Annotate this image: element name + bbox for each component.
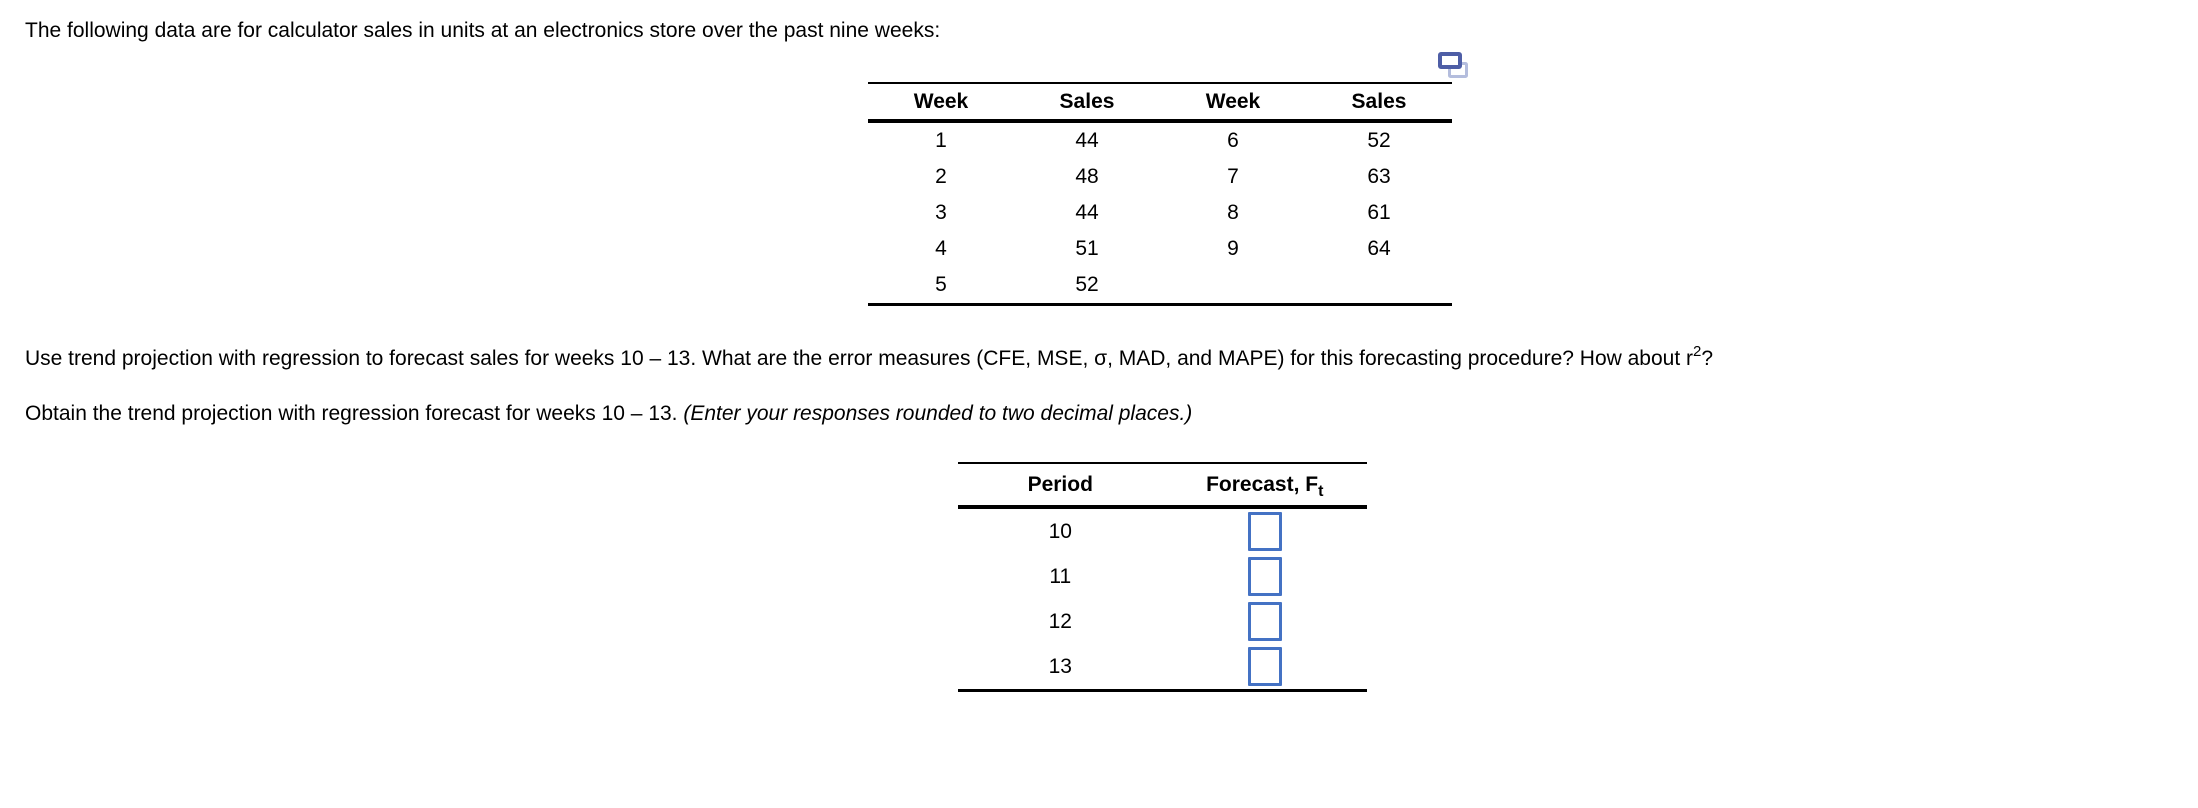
forecast-input-period-11[interactable]: [1247, 557, 1282, 596]
sales-cell: 61: [1367, 201, 1391, 224]
forecast-row-period-12: 12: [958, 599, 1367, 644]
sales-cell: 44: [1075, 201, 1099, 224]
forecast-input-period-13[interactable]: [1247, 647, 1282, 686]
column-header-week-2: Week: [1205, 89, 1261, 113]
week-cell: 3: [935, 201, 947, 224]
question-line1-main: Use trend projection with regression to …: [25, 347, 1694, 370]
forecast-answer-table: Period Forecast, Ft 10 11 12 13: [958, 462, 1367, 692]
week-cell: 5: [935, 273, 947, 296]
copy-popout-icon[interactable]: [1438, 52, 1468, 78]
period-cell: 11: [1049, 564, 1072, 588]
table-row: 2 48 7 63: [868, 159, 1452, 195]
period-cell: 13: [1048, 654, 1072, 678]
table-row: 4 51 9 64: [868, 231, 1452, 267]
week-cell: 2: [935, 165, 947, 188]
column-header-sales-2: Sales: [1351, 89, 1407, 113]
sales-cell: 64: [1367, 237, 1391, 260]
sales-cell: 48: [1075, 165, 1099, 188]
question-line1-end: ?: [1701, 347, 1714, 370]
forecast-header-subscript: t: [1318, 482, 1324, 500]
column-header-forecast: Forecast, Ft: [1163, 472, 1368, 500]
forecast-input-period-12[interactable]: [1247, 602, 1282, 641]
table-row: 5 52: [868, 267, 1452, 303]
period-cell: 12: [1048, 609, 1072, 633]
week-cell: 1: [935, 129, 947, 152]
sales-table-header-row: Week Sales Week Sales: [868, 84, 1452, 123]
week-cell: 6: [1227, 129, 1239, 152]
table-row: 1 44 6 52: [868, 123, 1452, 159]
forecast-row-period-10: 10: [958, 509, 1367, 554]
instruction-normal-text: Obtain the trend projection with regress…: [25, 402, 684, 425]
instruction-text-line2: Obtain the trend projection with regress…: [25, 402, 1192, 426]
column-header-period: Period: [1027, 472, 1093, 496]
sales-cell: 44: [1075, 129, 1099, 152]
forecast-header-base: Forecast, F: [1206, 472, 1319, 496]
sales-cell: 63: [1367, 165, 1391, 188]
intro-text: The following data are for calculator sa…: [25, 19, 941, 42]
sales-cell: 52: [1367, 129, 1391, 152]
r-squared-superscript: 2: [1693, 343, 1702, 360]
week-cell: 4: [935, 237, 947, 260]
sales-cell: 52: [1075, 273, 1099, 296]
forecast-row-period-11: 11: [958, 554, 1367, 599]
sales-cell: 51: [1075, 237, 1099, 260]
week-cell: 7: [1227, 165, 1239, 188]
week-cell: 9: [1227, 237, 1239, 260]
column-header-week-1: Week: [913, 89, 969, 113]
forecast-input-period-10[interactable]: [1247, 512, 1282, 551]
forecast-table-header-row: Period Forecast, Ft: [958, 464, 1367, 509]
column-header-sales-1: Sales: [1059, 89, 1115, 113]
forecast-row-period-13: 13: [958, 644, 1367, 689]
period-cell: 10: [1048, 519, 1072, 543]
instruction-italic-text: (Enter your responses rounded to two dec…: [683, 402, 1193, 425]
question-text-line1: Use trend projection with regression to …: [25, 343, 1714, 371]
table-row: 3 44 8 61: [868, 195, 1452, 231]
week-cell: 8: [1227, 201, 1239, 224]
sales-data-table: Week Sales Week Sales 1 44 6 52 2 48 7 6…: [868, 82, 1452, 306]
